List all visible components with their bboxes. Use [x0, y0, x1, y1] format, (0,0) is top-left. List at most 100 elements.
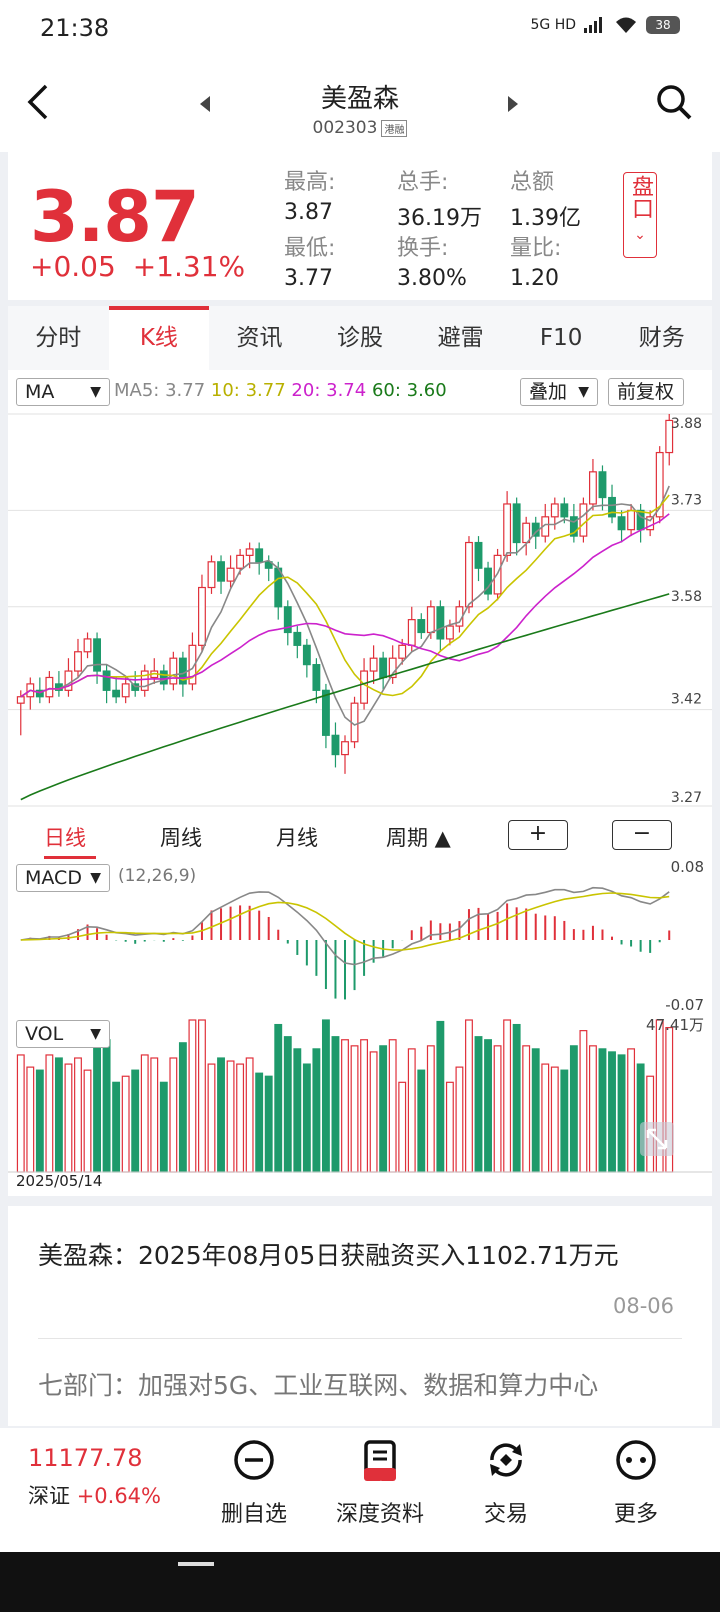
candle-body — [264, 561, 273, 569]
volume-bar — [245, 1057, 254, 1173]
candle-body — [522, 522, 531, 544]
volume-bar — [608, 1051, 616, 1173]
candle-body — [217, 561, 225, 582]
volume-bar — [169, 1057, 178, 1173]
exchange-icon — [490, 1443, 522, 1477]
document-icon — [364, 1440, 396, 1481]
zoom-in-button[interactable]: + — [508, 820, 568, 850]
tab-f10[interactable]: F10 — [539, 325, 583, 351]
minus-circle-icon — [234, 1440, 274, 1480]
candle-body — [512, 503, 521, 544]
candle-body — [293, 631, 302, 646]
index-change: +0.64% — [76, 1484, 161, 1508]
tab-news[interactable]: 资讯 — [236, 325, 283, 351]
prev-stock-icon[interactable] — [200, 96, 210, 112]
volume-bar — [178, 1042, 187, 1173]
remove-watchlist-button[interactable]: 删自选 — [194, 1438, 314, 1528]
stock-code: 002303 — [312, 118, 378, 138]
fullscreen-icon[interactable] — [640, 1122, 674, 1156]
bottom-toolbar: 11177.78 深证 +0.64% 删自选 限免 深度资料 交易 更多 — [0, 1428, 720, 1552]
start-date: 2025/05/14 — [16, 1172, 103, 1190]
index-name: 深证 — [28, 1484, 70, 1508]
period-cycle[interactable]: 周期 ▲ — [386, 826, 451, 850]
wifi-icon — [616, 17, 636, 33]
stat-volume: 总手: 36.19万 — [397, 170, 482, 231]
more-button[interactable]: 更多 — [576, 1438, 696, 1528]
zoom-out-button[interactable]: − — [612, 820, 672, 850]
connect-tag: 港融 — [381, 119, 408, 137]
volume-bar — [45, 1054, 54, 1173]
candle-body — [646, 516, 655, 531]
overlay-select[interactable]: 叠加 ▼ — [520, 378, 598, 406]
tab-diagnose[interactable]: 诊股 — [337, 325, 384, 351]
tab-risk[interactable]: 避雷 — [437, 325, 484, 351]
vol-select[interactable]: VOL ▼ — [16, 1020, 110, 1048]
indicator-select[interactable]: MA ▼ — [16, 378, 110, 406]
price-tick-label: 3.88 — [671, 416, 702, 432]
pankou-button[interactable]: 盘口 ⌄ — [623, 172, 657, 258]
trade-button[interactable]: 交易 — [446, 1438, 566, 1528]
back-icon[interactable] — [18, 80, 62, 124]
volume-bar — [236, 1063, 245, 1173]
stat-amount: 总额 1.39亿 — [510, 170, 581, 231]
period-week[interactable]: 周线 — [160, 826, 202, 850]
candle-body — [83, 638, 92, 653]
volume-bar — [484, 1039, 492, 1173]
volume-bar — [131, 1069, 140, 1173]
news-item-title[interactable]: 美盈森：2025年08月05日获融资买入1102.71万元 — [38, 1241, 619, 1270]
divider — [38, 1338, 682, 1339]
candle-body — [169, 657, 178, 685]
tab-timeshare[interactable]: 分时 — [35, 325, 82, 351]
period-month[interactable]: 月线 — [276, 826, 318, 850]
candle-body — [93, 638, 101, 672]
candle-body — [341, 741, 349, 756]
index-value: 11177.78 — [28, 1444, 143, 1472]
free-badge: 限免 — [366, 1480, 388, 1493]
volume-bar — [407, 1048, 416, 1173]
search-icon[interactable] — [654, 82, 694, 122]
candle-body — [465, 541, 473, 608]
tab-finance[interactable]: 财务 — [638, 325, 685, 351]
volume-bar — [198, 1019, 206, 1173]
macd-select[interactable]: MACD ▼ — [16, 864, 110, 892]
tab-bar: 分时 K线 资讯 诊股 避雷 F10 财务 — [8, 306, 712, 370]
battery-icon: 38 — [646, 16, 680, 34]
price-axis: 3.88 3.73 3.58 3.42 3.27 — [671, 416, 702, 806]
candle-body — [74, 651, 82, 672]
adjust-button[interactable]: 前复权 — [608, 378, 684, 406]
stat-turnover: 换手: 3.80% — [397, 236, 467, 291]
volume-bar — [579, 1030, 588, 1173]
candle-body — [388, 657, 397, 679]
macd-max-label: 0.08 — [670, 858, 704, 876]
candle-body — [255, 548, 264, 563]
deep-data-button[interactable]: 限免 深度资料 — [320, 1438, 440, 1528]
candle-body — [627, 509, 636, 531]
candle-body — [426, 606, 435, 634]
volume-bar — [493, 1045, 502, 1173]
change-percent: +1.31% — [132, 250, 246, 283]
volume-bar — [627, 1048, 636, 1173]
period-bar: 日线 周线 月线 周期 ▲ + − — [8, 818, 712, 859]
tab-kline[interactable]: K线 — [108, 306, 210, 370]
candle-body — [598, 471, 607, 499]
candle-body — [112, 689, 121, 698]
stat-high: 最高: 3.87 — [284, 170, 336, 225]
volume-bar — [379, 1045, 388, 1173]
caret-down-icon: ▼ — [90, 1026, 101, 1042]
index-ticker[interactable]: 11177.78 深证 +0.64% — [28, 1444, 161, 1510]
volume-bar — [54, 1057, 63, 1173]
volume-bar — [16, 1054, 25, 1173]
news-item-title[interactable]: 七部门：加强对5G、工业互联网、数据和算力中心 — [38, 1371, 599, 1400]
nav-menu-icon[interactable] — [178, 1562, 214, 1566]
candle-body — [379, 657, 388, 679]
network-label: 5G HD — [530, 17, 576, 33]
price-change: +0.05 +1.31% — [30, 250, 245, 283]
stock-code-line: 002303 港融 — [0, 118, 720, 138]
period-day[interactable]: 日线 — [44, 822, 96, 859]
kline-chart[interactable]: 3.88 3.73 3.58 3.42 3.27 — [8, 408, 712, 1194]
ma60-value: 60: 3.60 — [371, 380, 447, 401]
candle-body — [45, 676, 54, 698]
next-stock-icon[interactable] — [508, 96, 518, 112]
volume-bar — [569, 1045, 578, 1173]
stock-header: 美盈森 002303 港融 — [0, 60, 720, 152]
